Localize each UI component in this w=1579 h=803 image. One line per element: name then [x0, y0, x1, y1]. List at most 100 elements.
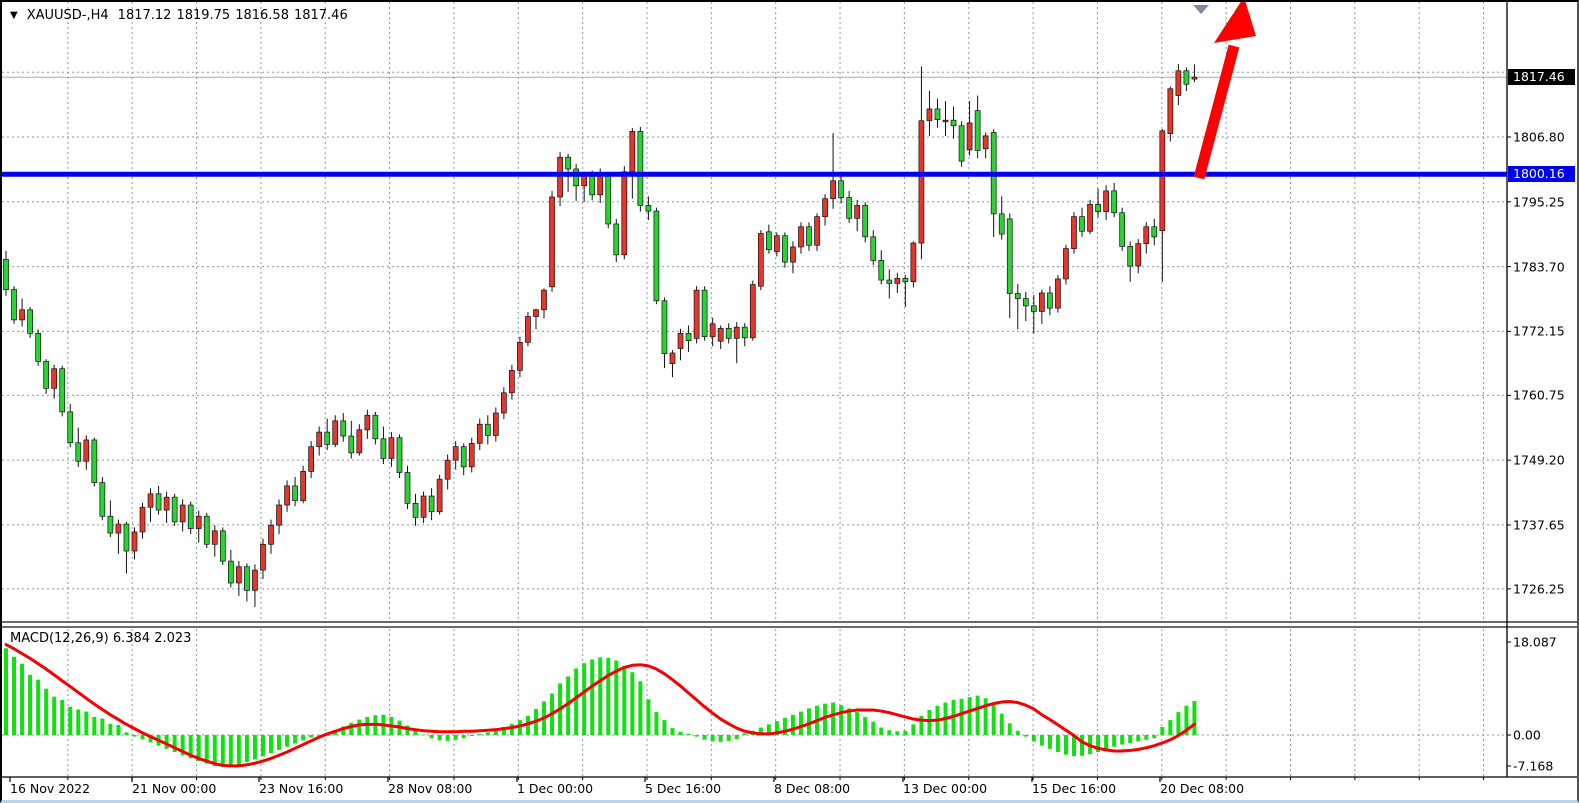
macd-histogram-bar [1168, 720, 1173, 735]
bear-candle [428, 495, 435, 513]
bull-candle [492, 412, 499, 436]
bear-candle [91, 439, 98, 483]
time-axis-label: 1 Dec 00:00 [517, 781, 594, 796]
bear-candle [653, 210, 660, 302]
time-axis-label: 28 Nov 08:00 [388, 781, 473, 796]
macd-histogram-bar [871, 721, 876, 735]
bear-candle [974, 110, 981, 151]
bull-candle [1055, 278, 1061, 309]
bear-candle [870, 236, 877, 261]
red-arrow-shaft[interactable] [1193, 44, 1240, 180]
bear-candle [123, 523, 130, 552]
bear-candle [886, 279, 893, 284]
bull-candle [139, 506, 146, 533]
bull-candle [798, 226, 804, 248]
macd-histogram-bar [1112, 735, 1117, 747]
bear-candle [1047, 292, 1053, 309]
bear-candle [613, 223, 620, 256]
macd-histogram-bar [999, 713, 1004, 735]
macd-histogram-bar [453, 735, 458, 740]
chevron-down-icon[interactable]: ▼ [10, 9, 18, 21]
bull-candle [356, 429, 363, 454]
macd-histogram-bar [718, 735, 723, 742]
bear-candle [380, 438, 387, 459]
bull-candle [1175, 70, 1182, 96]
bull-candle [749, 284, 756, 339]
top-marker-icon[interactable] [1193, 5, 1209, 14]
bear-candle [1151, 226, 1158, 238]
bull-candle [179, 504, 186, 523]
bull-candle [236, 566, 242, 584]
bull-candle [693, 289, 700, 339]
bull-candle [581, 175, 588, 187]
bull-candle [1167, 88, 1174, 134]
bear-candle [573, 168, 579, 187]
macd-histogram-bar [975, 695, 980, 735]
macd-histogram-bar [1039, 735, 1044, 746]
bear-candle [998, 213, 1005, 235]
macd-histogram-bar [12, 656, 17, 735]
macd-histogram-bar [1176, 712, 1181, 735]
bull-candle [790, 246, 796, 263]
time-axis-label: 20 Dec 08:00 [1160, 781, 1245, 796]
macd-histogram-bar [1063, 735, 1068, 755]
bull-candle [1191, 76, 1198, 80]
macd-histogram-bar [1007, 723, 1012, 735]
bull-candle [260, 543, 266, 571]
bull-candle [195, 515, 202, 529]
macd-histogram-bar [694, 735, 699, 737]
bear-candle [838, 180, 844, 198]
bear-candle [605, 173, 612, 225]
bull-candle [501, 392, 507, 414]
bear-candle [782, 235, 788, 263]
macd-histogram-bar [461, 735, 466, 739]
bear-candle [645, 205, 652, 212]
bear-candle [219, 530, 226, 562]
bear-candle [244, 566, 250, 591]
bear-candle [404, 472, 411, 504]
macd-histogram-bar [445, 735, 450, 741]
bull-candle [926, 108, 933, 122]
price-axis-label: 1760.75 [1513, 387, 1565, 403]
macd-histogram-bar [670, 728, 675, 735]
bull-candle [452, 446, 459, 461]
bull-candle [19, 309, 25, 321]
macd-histogram-bar [774, 721, 779, 735]
macd-histogram-bar [574, 668, 579, 735]
bear-candle [348, 435, 355, 454]
time-axis-label: 21 Nov 00:00 [132, 781, 217, 796]
macd-histogram-bar [228, 735, 233, 767]
price-axis-label: 1772.15 [1513, 323, 1565, 339]
bull-candle [549, 196, 555, 288]
bull-candle [533, 309, 539, 317]
macd-histogram-bar [919, 715, 924, 735]
ohlc-close: 1817.46 [293, 8, 348, 23]
macd-histogram-bar [839, 705, 844, 735]
macd-histogram-bar [959, 698, 964, 735]
macd-histogram-bar [903, 730, 908, 735]
macd-histogram-bar [413, 730, 418, 735]
bear-candle [67, 411, 74, 444]
bull-candle [669, 352, 676, 364]
macd-histogram-bar [1152, 735, 1157, 739]
macd-histogram-bar [766, 724, 771, 735]
macd-histogram-bar [734, 735, 739, 740]
bull-candle [1159, 130, 1166, 232]
bear-candle [1014, 293, 1021, 299]
macd-histogram-bar [421, 734, 426, 736]
macd-histogram-bar [911, 724, 916, 735]
red-arrow-head[interactable] [1214, 2, 1256, 43]
macd-histogram-bar [782, 717, 787, 735]
macd-histogram-bar [477, 733, 482, 735]
time-axis-label: 8 Dec 08:00 [774, 781, 851, 796]
bear-candle [203, 515, 210, 545]
bear-candle [107, 515, 114, 534]
bull-candle [436, 478, 443, 513]
bear-candle [950, 119, 957, 127]
bull-candle [300, 471, 306, 501]
macd-histogram-bar [1128, 735, 1133, 743]
macd-histogram-bar [349, 722, 354, 735]
bull-candle [621, 171, 628, 256]
bull-candle [268, 524, 274, 545]
